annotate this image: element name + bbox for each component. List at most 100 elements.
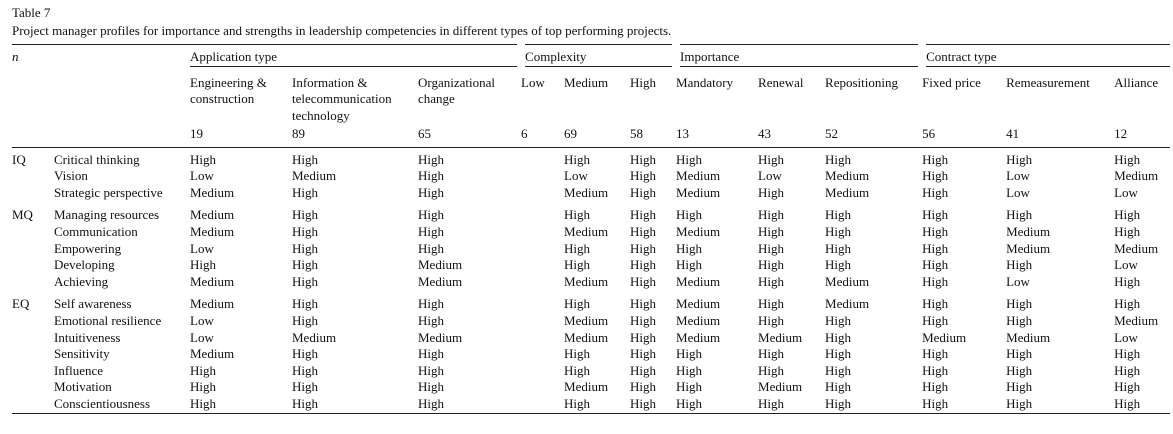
rating-cell: High <box>190 362 216 378</box>
rating-cell: Medium <box>758 329 803 345</box>
rating-cell: High <box>758 207 785 223</box>
rating-cell: Medium <box>418 257 463 273</box>
empty-cell <box>12 396 54 413</box>
table-label: Table 7 <box>12 5 51 20</box>
column-header-row: Engineering & construction Information & … <box>12 66 1170 124</box>
rating-cell: High <box>825 396 852 411</box>
rating-cell: High <box>292 396 318 411</box>
rating-cell <box>521 363 564 380</box>
rating-cell: High <box>758 296 785 312</box>
rating-cell: Medium <box>292 329 337 345</box>
rating-cell: High <box>825 224 852 240</box>
competency-name: Intuitiveness <box>54 329 121 345</box>
rating-cell: High <box>1114 296 1141 312</box>
rating-cell: High <box>825 379 852 395</box>
rating-cell: High <box>418 313 444 329</box>
empty-cell <box>54 66 190 124</box>
rating-cell: High <box>922 346 949 362</box>
rating-cell: High <box>922 273 949 289</box>
sample-size: 19 <box>190 126 203 142</box>
rating-cell: Low <box>1006 273 1030 289</box>
rating-cell: High <box>630 184 657 200</box>
table-container: Table 7 Project manager profiles for imp… <box>12 4 1171 414</box>
competency-table: n Application type Complexity Importance Con… <box>12 44 1171 414</box>
rating-cell: Medium <box>564 329 609 345</box>
rating-cell: High <box>418 296 444 312</box>
rating-cell: High <box>758 151 785 167</box>
competency-name: Self awareness <box>54 296 132 312</box>
rating-cell: Medium <box>564 273 609 289</box>
rating-cell: Low <box>758 168 782 184</box>
table-row: Achieving Medium High Medium Medium High Mediu… <box>12 274 1170 291</box>
rating-cell: High <box>630 379 657 395</box>
rating-cell: High <box>758 273 785 289</box>
rating-cell: High <box>292 224 318 240</box>
competency-name: Emotional resilience <box>54 313 162 329</box>
rating-cell: High <box>922 168 949 184</box>
table-row: Empowering Low High High High High High High Hig… <box>12 241 1170 258</box>
rating-cell: Medium <box>190 224 235 240</box>
table-row: Communication Medium High High Medium High Med… <box>12 224 1170 241</box>
rating-cell: High <box>1114 346 1141 362</box>
rating-cell: High <box>630 207 657 223</box>
rating-cell: High <box>630 151 657 167</box>
rating-cell: Medium <box>190 207 235 223</box>
rating-cell: Low <box>190 240 214 256</box>
rating-cell <box>521 346 564 363</box>
rating-cell: High <box>758 362 785 378</box>
rating-cell: Medium <box>190 346 235 362</box>
rating-cell: High <box>564 207 591 223</box>
table-row: Strategic perspective Medium High High Mediu… <box>12 185 1170 202</box>
rating-cell: Medium <box>418 329 463 345</box>
rating-cell: High <box>922 313 949 329</box>
rating-cell: High <box>825 207 852 223</box>
rating-cell: High <box>630 346 657 362</box>
rating-cell: High <box>825 240 852 256</box>
rating-cell: Medium <box>564 184 609 200</box>
rating-cell: High <box>1114 396 1141 411</box>
table-row: Emotional resilience Low High High Medium Hig… <box>12 313 1170 330</box>
empty-cell <box>12 66 54 124</box>
rating-cell: High <box>676 396 703 411</box>
table-caption: Project manager profiles for importance … <box>12 23 672 38</box>
rating-cell: High <box>630 296 657 312</box>
rating-cell: Medium <box>676 296 721 312</box>
rating-cell: High <box>922 207 949 223</box>
rating-cell: High <box>676 257 703 273</box>
rating-cell: High <box>922 379 949 395</box>
rating-cell: High <box>1006 362 1033 378</box>
rating-cell: High <box>564 396 591 411</box>
competency-name: Empowering <box>54 240 122 256</box>
rating-cell <box>521 257 564 274</box>
rating-cell: Low <box>1114 329 1138 345</box>
empty-cell <box>12 313 54 330</box>
rating-cell: High <box>758 257 785 273</box>
rating-cell: High <box>564 296 591 312</box>
empty-cell <box>12 379 54 396</box>
rating-cell: High <box>922 362 949 378</box>
rating-cell: Low <box>1006 168 1030 184</box>
rating-cell: High <box>922 257 949 273</box>
table-row: Motivation High High High Medium High High Medi… <box>12 379 1170 396</box>
empty-cell <box>54 45 190 67</box>
rating-cell <box>521 147 564 168</box>
rating-cell: High <box>564 362 591 378</box>
rating-cell: High <box>922 396 949 411</box>
table-row: Influence High High High High High High High Hig… <box>12 363 1170 380</box>
rating-cell: High <box>922 296 949 312</box>
empty-cell <box>12 124 54 147</box>
group-header: Contract type <box>922 44 1171 67</box>
rating-cell: High <box>292 184 318 200</box>
rating-cell: High <box>825 151 852 167</box>
rating-cell: High <box>292 207 318 223</box>
rating-cell: High <box>922 240 949 256</box>
rating-cell: High <box>418 207 444 223</box>
sample-size-row: 19 89 65 6 69 58 13 43 52 56 41 12 <box>12 124 1171 148</box>
rating-cell: High <box>676 207 703 223</box>
rating-cell: High <box>630 329 657 345</box>
empty-cell <box>12 346 54 363</box>
rating-cell: Medium <box>564 313 609 329</box>
sample-size: 65 <box>418 126 431 142</box>
rating-cell: High <box>630 362 657 378</box>
column-header: Fixed price <box>922 74 981 90</box>
